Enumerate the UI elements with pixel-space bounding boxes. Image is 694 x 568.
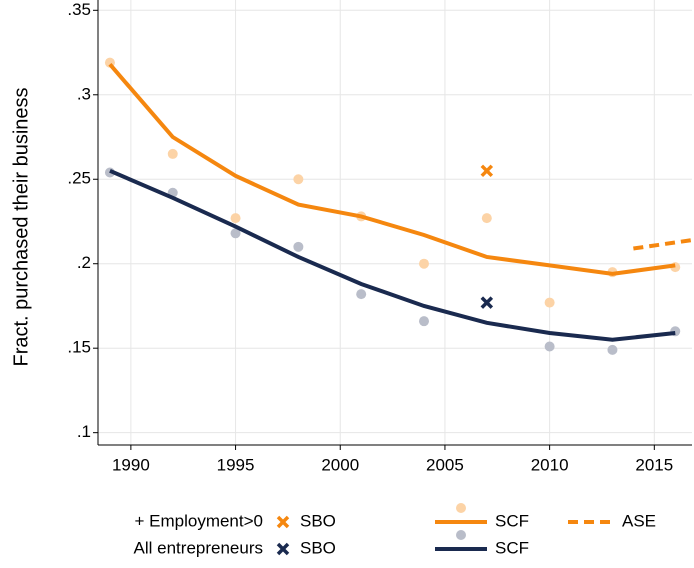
legend-label: ASE: [622, 511, 656, 530]
legend-marker: [276, 542, 290, 556]
y-tick-label: .35: [67, 0, 91, 19]
series-line: [633, 238, 692, 251]
data-point: [356, 289, 367, 300]
data-point: [230, 228, 241, 239]
y-tick-label: .3: [77, 84, 91, 103]
data-point: [418, 316, 429, 327]
legend-group-label: All entrepreneurs: [134, 538, 263, 557]
x-tick-label: 2000: [321, 455, 359, 474]
y-tick-label: .2: [77, 253, 91, 272]
data-point: [607, 344, 618, 355]
y-tick-label: .25: [67, 169, 91, 188]
legend-label: SCF: [495, 511, 529, 530]
legend-marker: [456, 503, 466, 513]
data-point: [544, 297, 555, 308]
legend-label: SBO: [300, 538, 336, 557]
data-point: [293, 241, 304, 252]
y-axis-label: Fract. purchased their business: [10, 87, 32, 366]
data-point: [481, 213, 492, 224]
data-point: [230, 213, 241, 224]
legend-marker: [456, 530, 466, 540]
data-point: [480, 164, 494, 178]
x-tick-label: 2015: [635, 455, 673, 474]
y-tick-label: .15: [67, 338, 91, 357]
legend-group-label: + Employment>0: [134, 511, 263, 530]
y-tick-label: .1: [77, 422, 91, 441]
x-tick-label: 2005: [426, 455, 464, 474]
legend-marker: [276, 515, 290, 529]
data-point: [293, 174, 304, 185]
x-tick-label: 1995: [217, 455, 255, 474]
series-line: [108, 63, 676, 276]
legend-label: SCF: [495, 538, 529, 557]
data-point: [480, 296, 494, 309]
data-point: [418, 258, 429, 269]
series-line: [109, 168, 676, 342]
legend-label: SBO: [300, 511, 336, 530]
x-tick-label: 2010: [531, 455, 569, 474]
data-point: [544, 341, 555, 352]
x-tick-label: 1990: [112, 455, 150, 474]
data-point: [167, 148, 178, 159]
